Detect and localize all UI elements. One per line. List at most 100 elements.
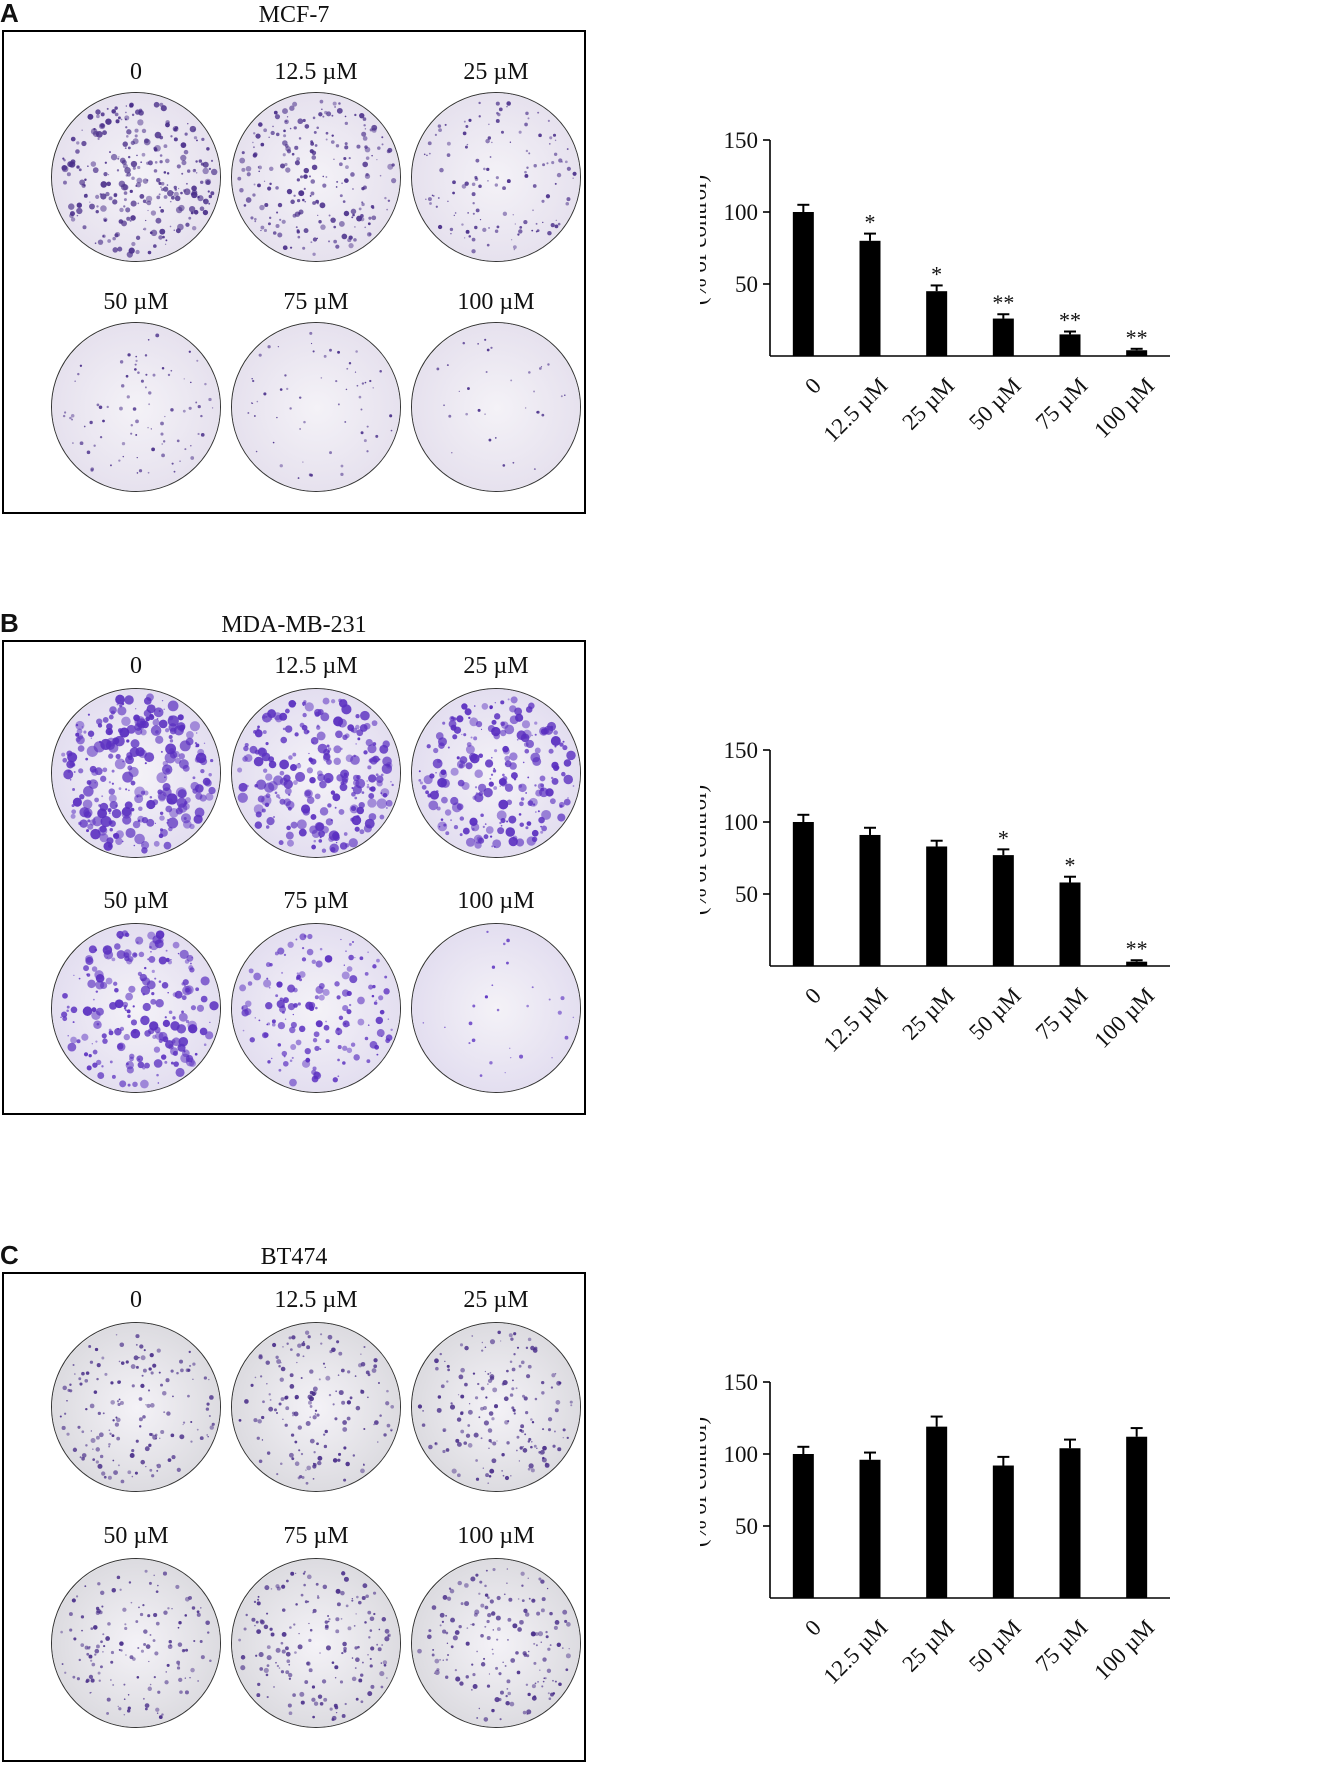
- x-tick-label: 25 µM: [897, 373, 959, 435]
- culture-dish: [411, 688, 581, 858]
- bar: [859, 240, 881, 356]
- bar: [992, 855, 1014, 966]
- culture-dish: [411, 322, 581, 492]
- significance-marker: **: [992, 290, 1014, 315]
- colony-plate-figure: 0 12.5 µM 25 µM 50 µM 75 µM 100 µM: [2, 640, 586, 1115]
- bar: [992, 1465, 1014, 1598]
- bar: [792, 1454, 814, 1598]
- dish-label: 12.5 µM: [274, 1287, 358, 1313]
- panel-a: A MCF-7 0 12.5 µM 25 µM 50 µM 75 µM 100 …: [0, 0, 1332, 520]
- culture-dish: [51, 92, 221, 262]
- y-tick-label: 100: [724, 1442, 759, 1467]
- x-tick-label: 12.5 µM: [819, 373, 893, 447]
- culture-dish: [411, 92, 581, 262]
- y-axis-label: (% of control): [700, 1417, 711, 1547]
- dish-label: 100 µM: [457, 1523, 535, 1549]
- bar: [1059, 882, 1081, 966]
- culture-dish: [411, 923, 581, 1093]
- y-tick-label: 50: [735, 882, 758, 907]
- x-tick-label: 12.5 µM: [819, 983, 893, 1057]
- panel-letter: C: [0, 1240, 19, 1270]
- x-tick-label: 25 µM: [897, 1615, 959, 1677]
- culture-dish: [51, 923, 221, 1093]
- x-tick-label: 25 µM: [897, 983, 959, 1045]
- culture-dish: [51, 322, 221, 492]
- dish-label: 25 µM: [463, 1287, 529, 1313]
- y-tick-label: 50: [735, 272, 758, 297]
- x-tick-label: 100 µM: [1089, 983, 1159, 1053]
- culture-dish: [231, 923, 401, 1093]
- dish-label: 50 µM: [103, 888, 169, 914]
- y-tick-label: 150: [724, 1370, 759, 1395]
- culture-dish: [231, 322, 401, 492]
- dish-label: 12.5 µM: [274, 59, 358, 85]
- y-tick-label: 100: [724, 810, 759, 835]
- culture-dish: [411, 1558, 581, 1728]
- culture-dish: [51, 688, 221, 858]
- culture-dish: [231, 1322, 401, 1492]
- dish-label: 75 µM: [283, 888, 349, 914]
- y-tick-label: 50: [735, 1514, 758, 1539]
- significance-marker: **: [1059, 308, 1081, 333]
- bar: [792, 212, 814, 356]
- dish-label: 0: [130, 59, 142, 85]
- x-tick-label: 75 µM: [1031, 1615, 1093, 1677]
- significance-marker: *: [931, 261, 942, 286]
- cell-line-title: MCF-7: [258, 2, 330, 28]
- panel-b: B MDA-MB-231 0 12.5 µM 25 µM 50 µM 75 µM…: [0, 610, 1332, 1130]
- dish-label: 0: [130, 653, 142, 679]
- culture-dish: [51, 1322, 221, 1492]
- x-tick-label: 12.5 µM: [819, 1615, 893, 1689]
- significance-marker: **: [1126, 936, 1148, 961]
- significance-marker: *: [998, 825, 1009, 850]
- bar: [1059, 1448, 1081, 1598]
- x-tick-label: 100 µM: [1089, 373, 1159, 443]
- bar-chart: Colony survival frequency(% of control)5…: [700, 128, 1170, 447]
- colony-plate-figure: 0 12.5 µM 25 µM 50 µM 75 µM 100 µM: [2, 30, 586, 514]
- y-tick-label: 150: [724, 738, 759, 763]
- bar: [792, 822, 814, 966]
- dish-label: 50 µM: [103, 289, 169, 315]
- dish-label: 100 µM: [457, 289, 535, 315]
- dish-label: 50 µM: [103, 1523, 169, 1549]
- dish-label: 100 µM: [457, 888, 535, 914]
- x-tick-label: 50 µM: [964, 373, 1026, 435]
- culture-dish: [51, 1558, 221, 1728]
- bar: [859, 1459, 881, 1598]
- dish-label: 75 µM: [283, 289, 349, 315]
- bar: [926, 846, 948, 966]
- cell-line-title: BT474: [260, 1244, 328, 1270]
- panel-letter: A: [0, 0, 19, 28]
- significance-marker: *: [865, 210, 876, 235]
- x-tick-label: 100 µM: [1089, 1615, 1159, 1685]
- culture-dish: [411, 1322, 581, 1492]
- bar: [1059, 334, 1081, 356]
- x-tick-label: 0: [800, 983, 826, 1009]
- x-tick-label: 0: [800, 373, 826, 399]
- panel-c: C BT474 0 12.5 µM 25 µM 50 µM 75 µM 100 …: [0, 1242, 1332, 1762]
- dish-label: 75 µM: [283, 1523, 349, 1549]
- y-tick-label: 150: [724, 128, 759, 153]
- x-tick-label: 75 µM: [1031, 373, 1093, 435]
- significance-marker: *: [1065, 853, 1076, 878]
- bar-chart: Colony survival frequency(% of control)5…: [700, 738, 1170, 1057]
- y-tick-label: 100: [724, 200, 759, 225]
- dish-label: 12.5 µM: [274, 653, 358, 679]
- culture-dish: [231, 92, 401, 262]
- bar: [926, 1426, 948, 1598]
- dish-label: 0: [130, 1287, 142, 1313]
- bar: [1126, 961, 1148, 966]
- significance-marker: **: [1126, 325, 1148, 350]
- culture-dish: [231, 688, 401, 858]
- cell-line-title: MDA-MB-231: [221, 612, 367, 638]
- bar-chart: Colony survival frequency(% of control)5…: [700, 1370, 1170, 1689]
- panel-letter: B: [0, 608, 19, 638]
- colony-plate-figure: 0 12.5 µM 25 µM 50 µM 75 µM 100 µM: [2, 1272, 586, 1762]
- dish-label: 25 µM: [463, 59, 529, 85]
- y-axis-label: (% of control): [700, 785, 711, 915]
- x-tick-label: 50 µM: [964, 983, 1026, 1045]
- y-axis-label: (% of control): [700, 175, 711, 305]
- x-tick-label: 75 µM: [1031, 983, 1093, 1045]
- dish-label: 25 µM: [463, 653, 529, 679]
- x-tick-label: 0: [800, 1615, 826, 1641]
